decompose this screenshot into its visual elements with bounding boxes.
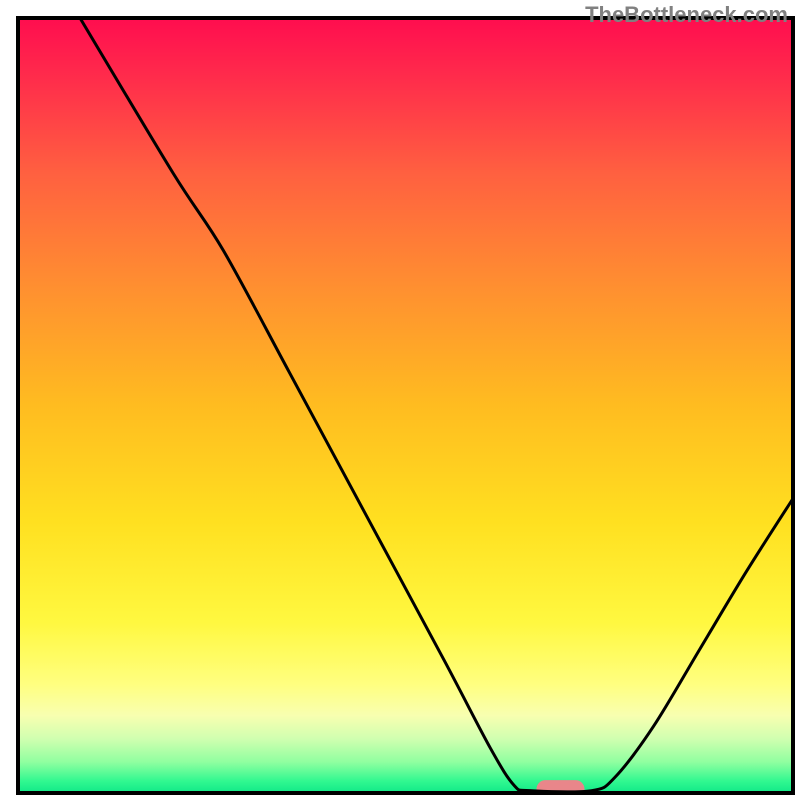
chart-svg bbox=[0, 0, 800, 800]
gradient-background bbox=[18, 18, 793, 793]
highlight-marker bbox=[537, 780, 585, 798]
bottleneck-chart: TheBottleneck.com bbox=[0, 0, 800, 800]
watermark-text: TheBottleneck.com bbox=[585, 2, 788, 28]
